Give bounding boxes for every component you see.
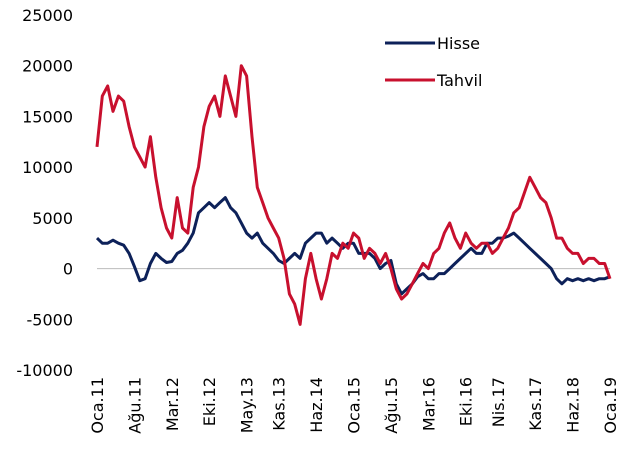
x-tick-label: Oca.19	[601, 377, 619, 434]
x-tick-label: Kas.17	[526, 377, 545, 431]
x-tick-label: Nis.17	[489, 377, 508, 427]
x-tick-label: Haz.18	[564, 377, 583, 433]
line-series	[95, 64, 612, 326]
x-tick-label: Ağu.11	[125, 377, 144, 434]
x-tick-label: May.13	[238, 377, 257, 433]
x-tick-label: Haz.14	[307, 377, 326, 433]
x-tick-label: Ağu.15	[382, 377, 401, 434]
x-tick-label: Mar.12	[163, 377, 182, 431]
legend-label: Tahvil	[436, 71, 482, 90]
y-tick-label: 10000	[22, 158, 73, 177]
line-series	[95, 196, 611, 296]
y-tick-label: -10000	[16, 361, 73, 380]
x-tick-label: Eki.16	[457, 377, 476, 426]
x-tick-label: Mar.16	[419, 377, 438, 431]
y-tick-label: 0	[63, 260, 73, 279]
legend-label: Hisse	[437, 34, 480, 53]
y-tick-label: 5000	[32, 209, 73, 228]
y-tick-label: 25000	[22, 6, 73, 25]
x-tick-label: Oca.11	[88, 377, 107, 434]
x-tick-label: Eki.12	[200, 377, 219, 426]
x-tick-label: Kas.13	[270, 377, 289, 431]
y-tick-label: 20000	[22, 57, 73, 76]
y-tick-label: 15000	[22, 107, 73, 126]
y-tick-label: -5000	[27, 310, 74, 329]
x-tick-label: Oca.15	[345, 377, 364, 434]
